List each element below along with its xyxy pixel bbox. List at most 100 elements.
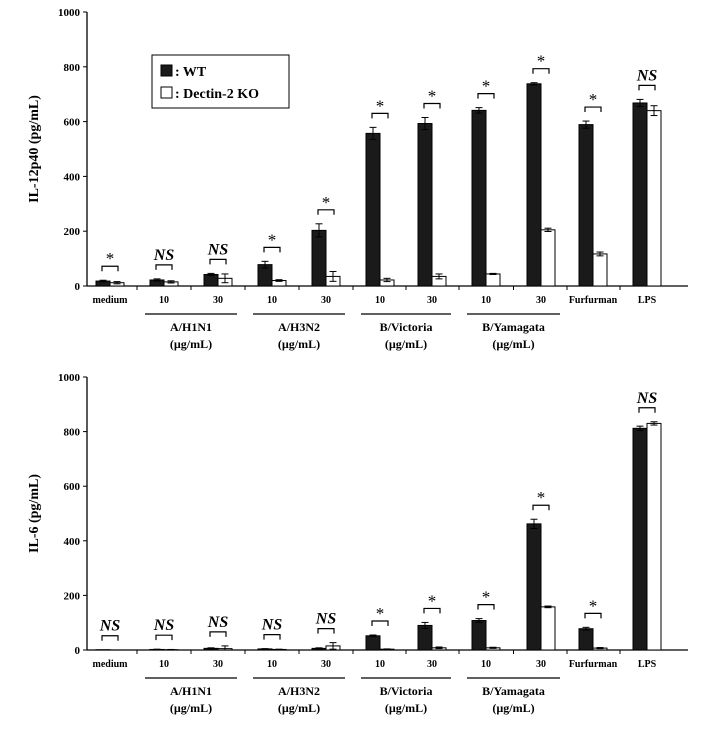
panel2-category-label: 30	[321, 659, 331, 670]
panel1-y-tick-label: 1000	[58, 7, 81, 19]
panel1-category-label: 10	[267, 295, 277, 306]
panel1-sig-label: *	[322, 193, 331, 212]
panel1-y-axis-label: IL-12p40 (pg/mL)	[27, 95, 42, 203]
panel1-bar-wt	[204, 274, 218, 286]
panel2-group-label: B/Yamagata	[482, 684, 545, 698]
panel1-category-label: 10	[375, 295, 385, 306]
panel1-y-tick-label: 800	[64, 62, 81, 74]
panel2-category-label: 30	[213, 659, 223, 670]
panel1-category-label: 10	[481, 295, 491, 306]
panel1-y-tick-label: 400	[64, 171, 81, 183]
panel1-category-label: 30	[213, 295, 223, 306]
panel1-sig-label: NS	[207, 241, 229, 258]
panel2-sig-label: *	[537, 488, 546, 507]
panel2-sig-bracket	[639, 408, 655, 413]
panel2-sig-bracket	[318, 629, 334, 634]
panel2-sig-bracket	[264, 635, 280, 640]
panel1-bar-ko	[593, 254, 607, 286]
panel1-sig-label: *	[376, 96, 385, 115]
panel2-sig-label: NS	[636, 390, 658, 407]
panel2-sig-bracket	[156, 635, 172, 640]
panel2-group-label: A/H1N1	[170, 684, 212, 698]
panel1-sig-label: *	[589, 90, 598, 109]
legend: : WT : Dectin-2 KO	[152, 55, 289, 108]
panel1-category-label: medium	[93, 295, 129, 306]
panel2-sig-label: *	[376, 604, 385, 623]
panel1-sig-bracket	[639, 85, 655, 90]
panel2-group-label: B/Victoria	[380, 684, 433, 698]
panel1-group-label: A/H1N1	[170, 320, 212, 334]
legend-wt-label: : WT	[175, 65, 207, 80]
panel1-group-label: B/Victoria	[380, 320, 433, 334]
panel1-sig-label: *	[428, 86, 437, 105]
panel2-category-label: medium	[93, 659, 129, 670]
panel2-sig-label: *	[589, 596, 598, 615]
panel2-bar-wt	[527, 524, 541, 650]
panel2-sig-label: NS	[315, 611, 337, 628]
panel1-bar-ko	[541, 230, 555, 286]
panel2-category-label: 30	[536, 659, 546, 670]
panel2-bar-wt	[472, 621, 486, 650]
panel1-bar-wt	[418, 124, 432, 286]
panel1-bar-wt	[472, 110, 486, 286]
panel1-bar-ko	[486, 274, 500, 286]
panel2-y-axis-label: IL-6 (pg/mL)	[27, 474, 42, 553]
panel1-category-label: 30	[536, 295, 546, 306]
panel2-sig-label: *	[482, 588, 491, 607]
panel1-group-label: (µg/mL)	[278, 337, 320, 351]
panel2-category-label: 10	[481, 659, 491, 670]
panel2-sig-label: NS	[207, 614, 229, 631]
panel2-category-label: 30	[427, 659, 437, 670]
panel2-bar-wt	[633, 428, 647, 650]
panel2-bar-ko	[647, 423, 661, 650]
panel2-sig-bracket	[210, 632, 226, 637]
panel1-group-label: B/Yamagata	[482, 320, 545, 334]
panel1-group-label: A/H3N2	[278, 320, 320, 334]
panel1-sig-label: *	[537, 52, 546, 71]
panel2-bar-wt	[366, 636, 380, 650]
legend-ko-swatch	[161, 87, 172, 98]
panel1-category-label: 30	[321, 295, 331, 306]
panel2-y-tick-label: 200	[64, 590, 81, 602]
panel1-sig-bracket	[210, 259, 226, 264]
panel2-category-label: 10	[267, 659, 277, 670]
panel2-sig-label: NS	[261, 617, 283, 634]
panel2-category-label: 10	[375, 659, 385, 670]
panel2-category-label: LPS	[638, 659, 657, 670]
panel2-group-label: (µg/mL)	[385, 701, 427, 715]
panel2-bar-wt	[418, 625, 432, 650]
legend-ko-label: : Dectin-2 KO	[175, 87, 259, 102]
panel1-y-tick-label: 600	[64, 117, 81, 129]
panel1-bar-wt	[366, 133, 380, 286]
panel2-group-label: (µg/mL)	[170, 701, 212, 715]
panel1-bar-ko	[647, 111, 661, 286]
panel2-group-label: (µg/mL)	[492, 701, 534, 715]
panel2-y-tick-label: 600	[64, 481, 81, 493]
panel2-group-label: (µg/mL)	[278, 701, 320, 715]
panel1-bar-wt	[579, 125, 593, 286]
panel2-sig-label: NS	[99, 618, 121, 635]
panel1-sig-label: *	[268, 230, 277, 249]
panel2-category-label: 10	[159, 659, 169, 670]
panel2-bar-wt	[579, 629, 593, 650]
panel1-sig-label: *	[106, 249, 115, 268]
panel1-sig-label: *	[482, 77, 491, 96]
panel1-group-label: (µg/mL)	[492, 337, 534, 351]
panel1-bar-wt	[633, 103, 647, 286]
panel2-group-label: A/H3N2	[278, 684, 320, 698]
panel2-y-tick-label: 1000	[58, 372, 81, 384]
panel1-category-label: Furfurman	[569, 295, 618, 306]
panel1-group-label: (µg/mL)	[385, 337, 427, 351]
panel1-category-label: LPS	[638, 295, 657, 306]
panel1-y-tick-label: 0	[75, 281, 81, 293]
panel2-category-label: Furfurman	[569, 659, 618, 670]
panel2-y-tick-label: 400	[64, 536, 81, 548]
panel1-sig-label: NS	[636, 67, 658, 84]
panel1-sig-bracket	[156, 265, 172, 270]
panel2-y-tick-label: 800	[64, 427, 81, 439]
legend-wt-swatch	[161, 65, 172, 76]
panel1-category-label: 10	[159, 295, 169, 306]
